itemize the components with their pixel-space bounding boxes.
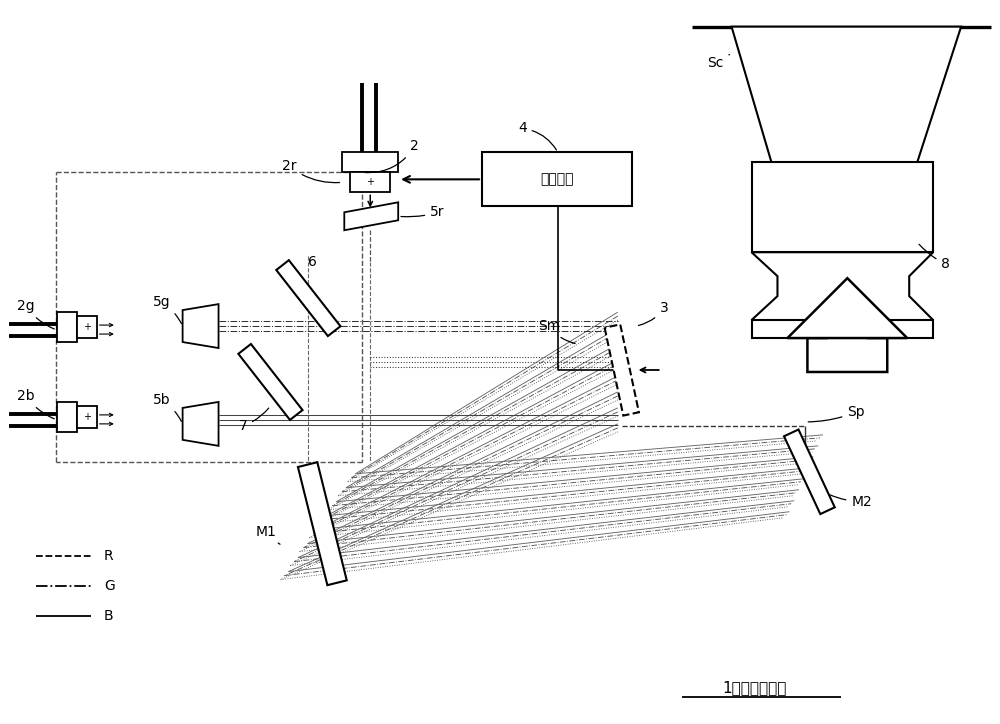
Text: 8: 8 <box>919 244 950 272</box>
Text: 2: 2 <box>365 140 419 172</box>
Text: B: B <box>104 608 113 623</box>
Polygon shape <box>238 344 303 420</box>
Text: 5r: 5r <box>401 206 445 219</box>
Bar <box>482 153 632 206</box>
Polygon shape <box>276 260 340 336</box>
Polygon shape <box>732 27 961 162</box>
Text: 6: 6 <box>308 255 317 269</box>
Text: Sm: Sm <box>538 319 575 343</box>
Text: +: + <box>83 322 91 332</box>
Text: 5b: 5b <box>153 393 181 421</box>
Text: +: + <box>366 177 374 188</box>
Text: 4: 4 <box>518 122 556 150</box>
Bar <box>752 162 933 252</box>
Text: 1（照明装置）: 1（照明装置） <box>722 680 787 695</box>
Text: +: + <box>83 412 91 422</box>
Bar <box>752 320 933 338</box>
Bar <box>57 312 77 342</box>
Polygon shape <box>807 320 887 372</box>
Bar <box>77 406 97 428</box>
Text: 控制单元: 控制单元 <box>540 172 574 186</box>
Text: M2: M2 <box>830 494 872 509</box>
Bar <box>57 402 77 432</box>
Bar <box>77 316 97 338</box>
Bar <box>350 172 390 193</box>
Text: 5g: 5g <box>153 295 181 324</box>
Text: 2g: 2g <box>17 299 54 329</box>
Polygon shape <box>344 202 398 230</box>
Text: 3: 3 <box>638 301 668 326</box>
Polygon shape <box>784 429 835 514</box>
Text: R: R <box>104 549 113 563</box>
Text: 2b: 2b <box>17 389 54 419</box>
Polygon shape <box>183 402 219 446</box>
Polygon shape <box>787 278 907 338</box>
Text: 7: 7 <box>239 408 269 433</box>
Polygon shape <box>605 324 639 416</box>
Polygon shape <box>183 304 219 348</box>
Text: Sp: Sp <box>808 405 865 422</box>
Text: Sc: Sc <box>708 54 729 70</box>
Polygon shape <box>298 462 347 585</box>
Polygon shape <box>752 252 933 320</box>
Text: 2r: 2r <box>282 159 340 182</box>
Text: G: G <box>104 578 115 592</box>
Text: M1: M1 <box>255 525 280 544</box>
Bar <box>342 153 398 172</box>
